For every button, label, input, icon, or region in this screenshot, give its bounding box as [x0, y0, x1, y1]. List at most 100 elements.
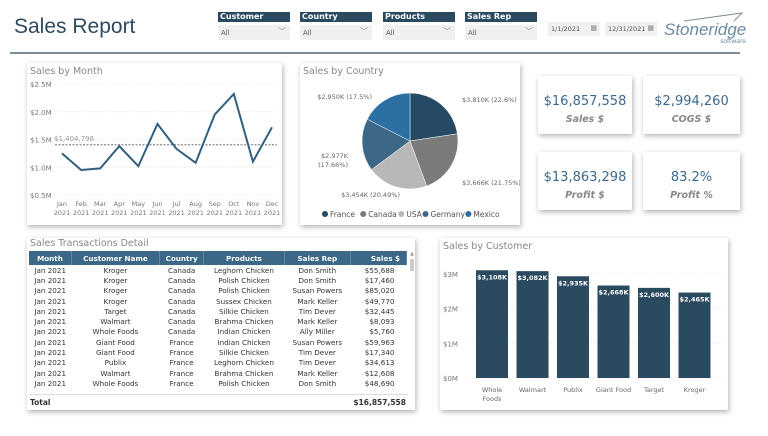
table-cell: Brahma Chicken: [214, 368, 274, 378]
x-tick-label: 2021: [264, 209, 281, 217]
sales-by-customer-card: Sales by Customer $0M $1M $2M $3M $3,108K Who…: [440, 238, 728, 410]
table-cell: Indian Chicken: [217, 327, 271, 337]
y-tick-label: $0.5M: [30, 192, 52, 200]
slicer-dropdown[interactable]: All ﹀: [465, 25, 537, 40]
table-cell: Jan 2021: [34, 296, 67, 306]
table-cell: Canada: [167, 327, 196, 337]
bar-data-label: $2,935K: [558, 279, 589, 287]
legend-item: USA: [406, 210, 422, 219]
table-cell: France: [169, 337, 194, 347]
table-cell: Mark Keller: [297, 317, 338, 327]
x-tick-label: Aug: [189, 200, 202, 208]
slicer-country[interactable]: Country All ﹀: [300, 12, 372, 40]
scroll-up-icon[interactable]: ▲: [410, 251, 414, 257]
chart-title: Sales by Month: [30, 66, 103, 77]
y-tick-label: $2.0M: [30, 109, 52, 117]
slicer-products[interactable]: Products All ﹀: [383, 12, 455, 40]
calendar-icon[interactable]: ▦: [590, 24, 597, 32]
table-cell: Polish Chicken: [218, 275, 270, 285]
slicer-dropdown[interactable]: All ﹀: [300, 25, 372, 40]
table-row: Jan 2021 Kroger Canada Leghorn Chicken Don S…: [29, 265, 407, 275]
calendar-icon[interactable]: ▦: [647, 24, 654, 32]
table-row: Jan 2021 Publix France Leghorn Chicken Tim D…: [29, 358, 407, 368]
slice-label: $2,950K (17.5%): [317, 93, 372, 101]
table-cell: Jan 2021: [34, 317, 67, 327]
x-tick-label: 2021: [149, 209, 166, 217]
table-cell: Giant Food: [95, 337, 135, 347]
table-cell: Whole Foods: [92, 378, 139, 388]
slicer-label: Country: [300, 12, 372, 22]
legend-item: Canada: [368, 210, 397, 219]
total-label: Total: [30, 398, 51, 407]
column-header[interactable]: Sales $: [350, 251, 407, 265]
slicer-dropdown[interactable]: All ﹀: [383, 25, 455, 40]
start-date-input[interactable]: 1/1/2021 ▦: [548, 22, 600, 36]
scrollbar-thumb[interactable]: [410, 259, 414, 271]
x-tick-label: Dec: [266, 200, 279, 208]
table-cell: Ally Miller: [299, 327, 335, 337]
y-tick-label: $1.0M: [30, 164, 52, 172]
bar-data-label: $3,082K: [517, 274, 548, 282]
table-cell: France: [169, 348, 194, 358]
table-cell: Canada: [167, 317, 196, 327]
table-cell: Jan 2021: [34, 265, 67, 275]
chevron-down-icon: ﹀: [443, 27, 451, 36]
table-cell: $17,340: [364, 348, 395, 358]
table-cell: Canada: [167, 275, 196, 285]
table-row: Jan 2021 Giant Food France Indian Chicken Su…: [29, 337, 407, 347]
x-tick-label: Jan: [56, 200, 67, 208]
slicer-value: All: [468, 29, 477, 37]
y-tick-label: $2.5M: [30, 81, 52, 89]
table-cell: Tim Dever: [298, 358, 336, 368]
x-tick-label: 2021: [187, 209, 204, 217]
table-cell: Don Smith: [298, 275, 337, 285]
table-cell: Giant Food: [95, 348, 135, 358]
table-cell: Susan Powers: [292, 337, 343, 347]
slicer-sales-rep[interactable]: Sales Rep All ﹀: [465, 12, 537, 40]
table-cell: $59,963: [364, 337, 395, 347]
column-header[interactable]: Products: [203, 251, 285, 265]
table-cell: Mark Keller: [297, 296, 338, 306]
table-cell: Leghorn Chicken: [214, 265, 274, 275]
bar-data-label: $3,108K: [477, 273, 508, 281]
column-header[interactable]: Sales Rep: [284, 251, 352, 265]
y-tick-label: $3M: [443, 271, 458, 279]
table-cell: $48,690: [364, 378, 395, 388]
slicer-dropdown[interactable]: All ﹀: [218, 25, 290, 40]
end-date-input[interactable]: 12/31/2021 ▦: [605, 22, 657, 36]
average-label: $1,404,796: [54, 135, 95, 143]
table-row: Jan 2021 Giant Food France Silkie Chicken Ti…: [29, 347, 407, 357]
pie-chart: $3,810K (22.6%) $3,666K (21.75%) $3,454K (…: [317, 92, 520, 219]
table-cell: Kroger: [103, 265, 128, 275]
table-cell: Silkie Chicken: [219, 306, 269, 316]
slicer-value: All: [386, 29, 395, 37]
chevron-down-icon: ﹀: [525, 27, 533, 36]
bar-publix: [557, 276, 589, 378]
table-cell: Jan 2021: [34, 286, 67, 296]
kpi-label: COGS $: [671, 114, 712, 125]
x-tick-label: 2021: [92, 209, 109, 217]
table-cell: Jan 2021: [34, 358, 67, 368]
x-tick-label: 2021: [245, 209, 262, 217]
x-tick-label: Foods: [483, 395, 503, 403]
kpi-profit: $13,863,298 Profit $: [538, 152, 632, 210]
column-header[interactable]: Month: [29, 251, 72, 265]
table-cell: Kroger: [103, 296, 128, 306]
kpi-sales: $16,857,558 Sales $: [538, 76, 632, 134]
table-cell: Silkie Chicken: [219, 348, 269, 358]
kpi-value: $16,857,558: [543, 94, 627, 109]
column-header[interactable]: Customer Name: [71, 251, 160, 265]
slice-label: $3,666K (21.75%): [462, 179, 520, 187]
table-cell: $32,445: [364, 306, 395, 316]
table-cell: Publix: [104, 358, 127, 368]
slice-label: $2,977K: [321, 152, 349, 160]
sales-transactions-card: Sales Transactions Detail Month Customer …: [27, 238, 415, 410]
table-cell: $5,760: [369, 327, 395, 337]
x-tick-label: 2021: [168, 209, 185, 217]
y-tick-label: $2M: [443, 306, 458, 314]
column-header[interactable]: Country: [159, 251, 205, 265]
slicer-label: Products: [383, 12, 455, 22]
table-scrollbar[interactable]: ▲: [409, 251, 415, 401]
slicer-customer[interactable]: Customer All ﹀: [218, 12, 290, 40]
logo: Stoneridge software: [664, 12, 746, 45]
